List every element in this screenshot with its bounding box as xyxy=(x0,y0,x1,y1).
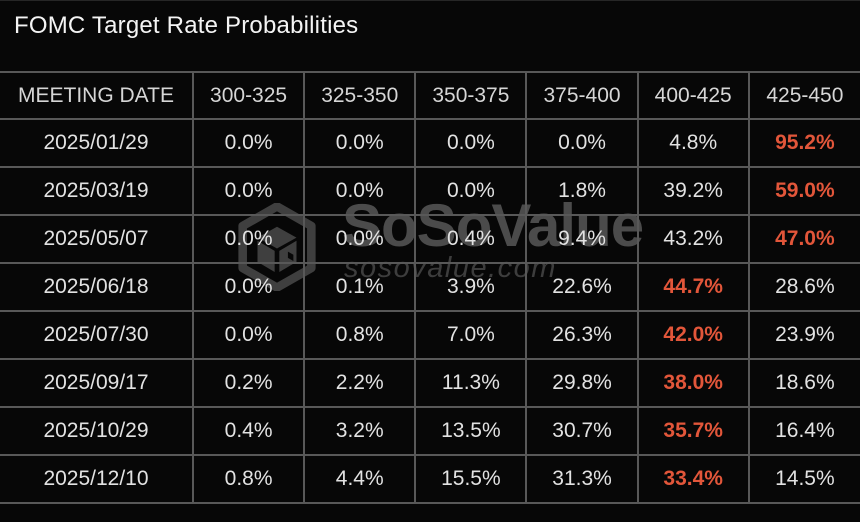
probability-cell: 14.5% xyxy=(747,454,860,504)
meeting-date-cell: 2025/05/07 xyxy=(0,214,194,264)
probability-cell: 0.0% xyxy=(303,166,417,216)
probability-cell: 29.8% xyxy=(525,358,639,408)
table-row: 2025/09/17 0.2% 2.2% 11.3% 29.8% 38.0% 18.6% xyxy=(0,358,860,408)
column-header-meeting-date: MEETING DATE xyxy=(0,71,194,120)
meeting-date-cell: 2025/10/29 xyxy=(0,406,194,456)
probability-cell: 0.0% xyxy=(191,118,306,168)
column-header-range: 375-400 xyxy=(525,71,639,120)
rate-probabilities-table: MEETING DATE 300-325 325-350 350-375 375-400… xyxy=(0,71,860,504)
probability-cell: 0.0% xyxy=(303,118,417,168)
probability-cell: 39.2% xyxy=(636,166,750,216)
probability-cell: 95.2% xyxy=(747,118,860,168)
probability-cell: 0.0% xyxy=(191,166,306,216)
probability-cell: 0.1% xyxy=(303,262,417,312)
probability-cell: 0.8% xyxy=(303,310,417,360)
table-header-row: MEETING DATE 300-325 325-350 350-375 375-400… xyxy=(0,71,860,120)
probability-cell: 0.8% xyxy=(191,454,306,504)
table-row: 2025/06/18 0.0% 0.1% 3.9% 22.6% 44.7% 28.6% xyxy=(0,262,860,312)
probability-cell: 31.3% xyxy=(525,454,639,504)
table-body: 2025/01/29 0.0% 0.0% 0.0% 0.0% 4.8% 95.2% 2025/… xyxy=(0,118,860,504)
probability-cell: 23.9% xyxy=(747,310,860,360)
probability-cell: 47.0% xyxy=(747,214,860,264)
probability-cell: 44.7% xyxy=(636,262,750,312)
probability-cell: 30.7% xyxy=(525,406,639,456)
probability-cell: 42.0% xyxy=(636,310,750,360)
table-row: 2025/07/30 0.0% 0.8% 7.0% 26.3% 42.0% 23.9% xyxy=(0,310,860,360)
probability-cell: 0.4% xyxy=(414,214,528,264)
probability-cell: 1.8% xyxy=(525,166,639,216)
probability-cell: 18.6% xyxy=(747,358,860,408)
probability-cell: 7.0% xyxy=(414,310,528,360)
table-row: 2025/05/07 0.0% 0.0% 0.4% 9.4% 43.2% 47.0% xyxy=(0,214,860,264)
probability-cell: 0.0% xyxy=(525,118,639,168)
column-header-range: 300-325 xyxy=(191,71,306,120)
probability-cell: 16.4% xyxy=(747,406,860,456)
probability-cell: 38.0% xyxy=(636,358,750,408)
probability-cell: 0.0% xyxy=(191,262,306,312)
probability-cell: 0.0% xyxy=(191,214,306,264)
page-title: FOMC Target Rate Probabilities xyxy=(14,12,359,39)
probability-cell: 4.4% xyxy=(303,454,417,504)
column-header-range: 400-425 xyxy=(636,71,750,120)
probability-cell: 11.3% xyxy=(414,358,528,408)
probability-cell: 13.5% xyxy=(414,406,528,456)
probability-cell: 0.0% xyxy=(414,118,528,168)
probability-cell: 3.9% xyxy=(414,262,528,312)
probability-cell: 28.6% xyxy=(747,262,860,312)
probability-cell: 59.0% xyxy=(747,166,860,216)
table-row: 2025/01/29 0.0% 0.0% 0.0% 0.0% 4.8% 95.2% xyxy=(0,118,860,168)
probability-cell: 22.6% xyxy=(525,262,639,312)
probability-cell: 33.4% xyxy=(636,454,750,504)
probability-cell: 9.4% xyxy=(525,214,639,264)
column-header-range: 325-350 xyxy=(303,71,417,120)
meeting-date-cell: 2025/12/10 xyxy=(0,454,194,504)
probability-cell: 4.8% xyxy=(636,118,750,168)
table-row: 2025/12/10 0.8% 4.4% 15.5% 31.3% 33.4% 14.5% xyxy=(0,454,860,504)
probability-cell: 0.0% xyxy=(414,166,528,216)
probability-cell: 15.5% xyxy=(414,454,528,504)
probability-cell: 3.2% xyxy=(303,406,417,456)
probability-cell: 0.4% xyxy=(191,406,306,456)
meeting-date-cell: 2025/07/30 xyxy=(0,310,194,360)
column-header-range: 350-375 xyxy=(414,71,528,120)
table-row: 2025/10/29 0.4% 3.2% 13.5% 30.7% 35.7% 16.4% xyxy=(0,406,860,456)
probability-cell: 35.7% xyxy=(636,406,750,456)
meeting-date-cell: 2025/09/17 xyxy=(0,358,194,408)
probability-cell: 0.0% xyxy=(191,310,306,360)
probability-cell: 26.3% xyxy=(525,310,639,360)
meeting-date-cell: 2025/01/29 xyxy=(0,118,194,168)
meeting-date-cell: 2025/06/18 xyxy=(0,262,194,312)
meeting-date-cell: 2025/03/19 xyxy=(0,166,194,216)
probability-cell: 0.2% xyxy=(191,358,306,408)
probability-cell: 43.2% xyxy=(636,214,750,264)
table-row: 2025/03/19 0.0% 0.0% 0.0% 1.8% 39.2% 59.0% xyxy=(0,166,860,216)
column-header-range: 425-450 xyxy=(747,71,860,120)
probability-cell: 0.0% xyxy=(303,214,417,264)
probability-cell: 2.2% xyxy=(303,358,417,408)
